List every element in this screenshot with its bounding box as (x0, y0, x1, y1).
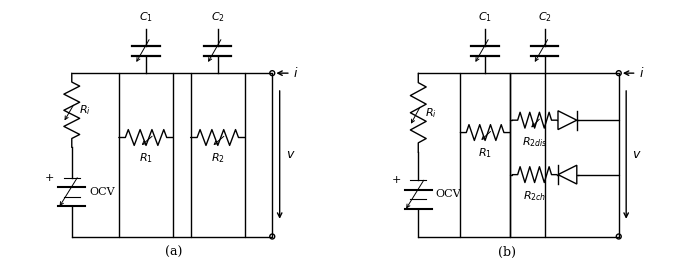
Polygon shape (558, 165, 577, 184)
Text: $C_2$: $C_2$ (538, 10, 552, 24)
Text: $R_1$: $R_1$ (478, 146, 492, 160)
Text: $R_2$: $R_2$ (211, 151, 225, 165)
Text: (b): (b) (498, 246, 516, 259)
Text: $i$: $i$ (639, 66, 644, 80)
Text: +: + (45, 173, 54, 183)
Text: $C_1$: $C_1$ (478, 10, 492, 24)
Text: $R_1$: $R_1$ (139, 151, 153, 165)
Text: $v$: $v$ (632, 148, 642, 161)
Text: $i$: $i$ (293, 66, 299, 80)
Text: $R_i$: $R_i$ (426, 106, 437, 120)
Text: $C_1$: $C_1$ (139, 10, 153, 24)
Polygon shape (558, 111, 577, 130)
Text: OCV: OCV (436, 189, 462, 199)
Text: (a): (a) (164, 246, 182, 259)
Text: $R_i$: $R_i$ (79, 103, 91, 117)
Text: +: + (392, 175, 401, 185)
Text: $C_2$: $C_2$ (211, 10, 225, 24)
Text: $v$: $v$ (286, 148, 295, 161)
Text: $R_{2dis}$: $R_{2dis}$ (522, 135, 547, 149)
Text: $R_{2ch}$: $R_{2ch}$ (523, 189, 546, 203)
Text: OCV: OCV (89, 187, 115, 197)
